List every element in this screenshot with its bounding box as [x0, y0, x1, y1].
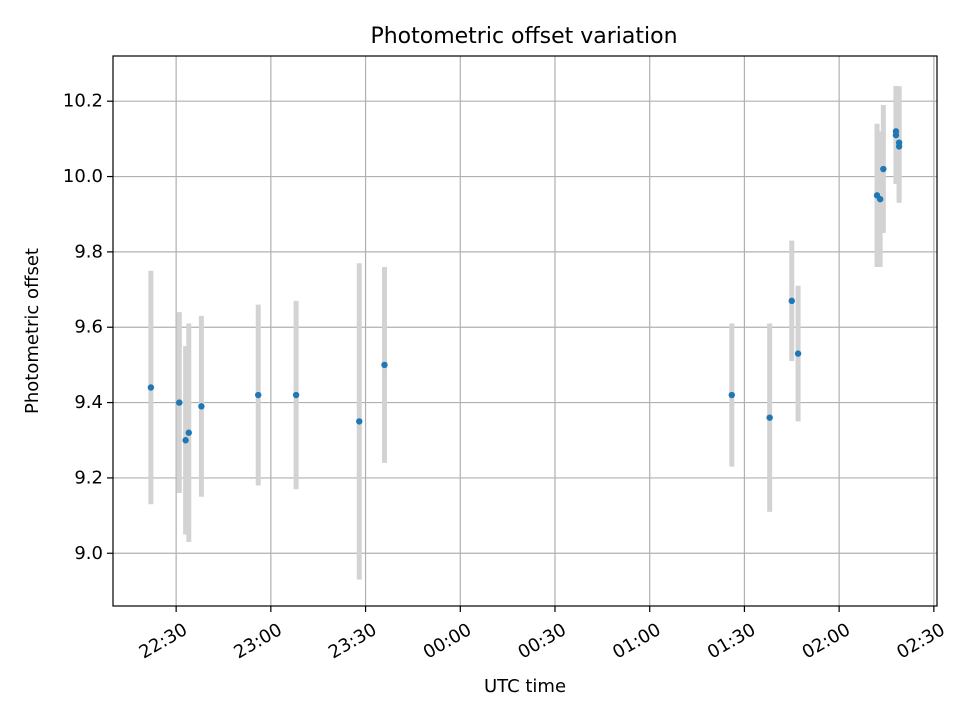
y-axis-label: Photometric offset: [22, 248, 43, 414]
data-point: [185, 429, 192, 436]
data-point: [794, 350, 802, 357]
data-point: [880, 165, 887, 173]
data-point: [255, 391, 262, 399]
data-point: [356, 418, 363, 425]
data-point: [895, 139, 903, 146]
data-point: [892, 131, 900, 139]
data-point: [176, 399, 183, 406]
y-tick-label: 9.8: [74, 241, 103, 262]
y-tick-label: 9.0: [74, 543, 103, 564]
y-tick-label: 9.2: [74, 467, 103, 488]
y-tick-label: 10.0: [63, 166, 103, 187]
x-axis-label: UTC time: [484, 676, 566, 697]
data-points: [147, 128, 903, 444]
data-point: [728, 391, 735, 399]
data-point: [147, 384, 155, 391]
data-point: [788, 297, 795, 305]
y-tick-label: 9.4: [74, 392, 103, 413]
plot-frame: [112, 55, 938, 607]
data-point: [766, 414, 773, 421]
chart-title: Photometric offset variation: [370, 24, 677, 49]
y-tick-label: 9.6: [74, 317, 103, 338]
data-point: [876, 195, 884, 203]
data-point: [381, 361, 388, 369]
y-tick-label: 10.2: [63, 91, 103, 112]
data-point: [198, 403, 205, 410]
y-axis-ticks: 9.0 9.2 9.4 9.6 9.8 10.0 10.2: [63, 91, 113, 564]
data-point: [182, 437, 189, 444]
data-point: [292, 391, 300, 399]
